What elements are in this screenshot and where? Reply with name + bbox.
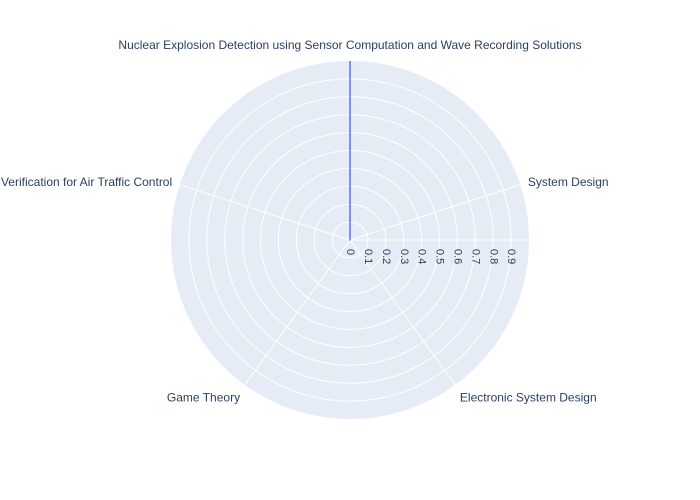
radial-tick-label: 0.3 (398, 249, 410, 264)
radial-tick-label: 0.1 (362, 249, 374, 264)
radial-tick-label: 0.4 (416, 249, 428, 264)
radial-tick-label: 0.8 (487, 249, 499, 264)
radial-tick-label: 0.7 (469, 249, 481, 264)
angular-gridline (244, 239, 351, 386)
category-label: Game Theory (167, 390, 240, 404)
category-labels: Nuclear Explosion Detection using Sensor… (0, 38, 609, 404)
radial-tick-label: 0.6 (451, 249, 463, 264)
radial-tick-label: 0.5 (434, 249, 446, 264)
radial-tick-label: 0.2 (380, 249, 392, 264)
radial-tick-label: 0.9 (505, 249, 517, 264)
category-label: Electronic System Design (460, 390, 597, 404)
radial-tick-label: 0 (344, 249, 356, 255)
angular-gridline (349, 184, 521, 241)
angular-gridline (179, 184, 351, 241)
category-label: Nuclear Explosion Detection using Sensor… (118, 38, 581, 52)
angular-gridline (349, 239, 456, 386)
category-label: Formal Verification for Air Traffic Cont… (0, 175, 172, 189)
category-label: System Design (528, 175, 609, 189)
radial-tick-labels: 0 0.1 0.2 0.3 0.4 0.5 0.6 0.7 0.8 0.9 (344, 249, 517, 264)
